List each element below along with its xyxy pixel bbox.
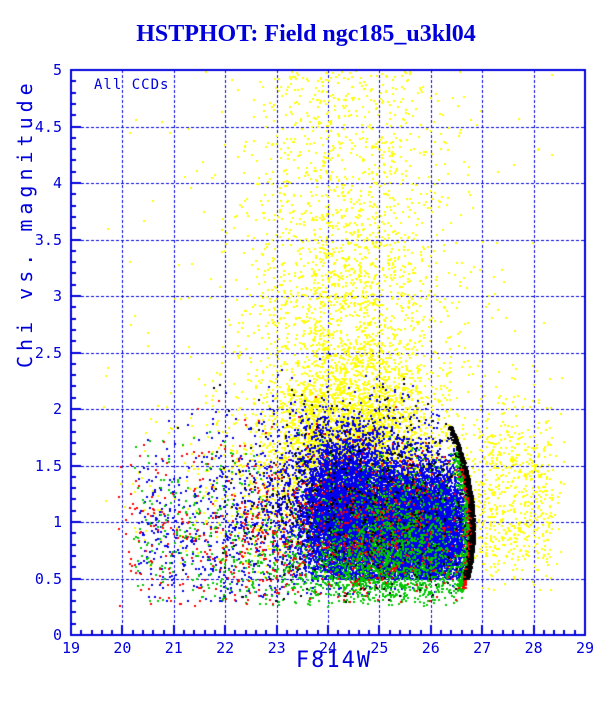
y-tick-label: 5 [52,61,62,79]
y-tick-label: 2 [52,400,62,418]
x-tick-label: 29 [575,639,595,657]
x-tick-label: 20 [113,639,132,657]
y-tick-label: 1.5 [34,456,62,475]
x-tick-label: 25 [370,639,389,657]
x-tick-label: 23 [267,639,286,657]
x-tick-label: 24 [318,639,338,657]
y-tick-label: 4 [52,174,62,192]
y-tick-label: 0.5 [34,569,62,588]
x-axis-label: F814W [295,648,373,673]
x-tick-label: 28 [524,639,543,657]
y-tick-label: 0 [52,626,62,644]
x-tick-label: 27 [473,639,492,657]
y-tick-label: 2.5 [34,343,62,362]
x-tick-label: 19 [61,639,81,657]
x-tick-label: 22 [216,639,235,657]
x-tick-label: 21 [164,639,183,657]
x-tick-label: 26 [421,639,440,657]
y-tick-label: 3.5 [34,230,62,249]
y-tick-label: 1 [52,513,62,531]
y-tick-label: 4.5 [34,117,62,136]
ccd-selection-annotation: All CCDs [94,77,170,93]
y-tick-label: 3 [52,287,62,305]
plot-title: HSTPHOT: Field ngc185_u3kl04 [136,21,476,47]
